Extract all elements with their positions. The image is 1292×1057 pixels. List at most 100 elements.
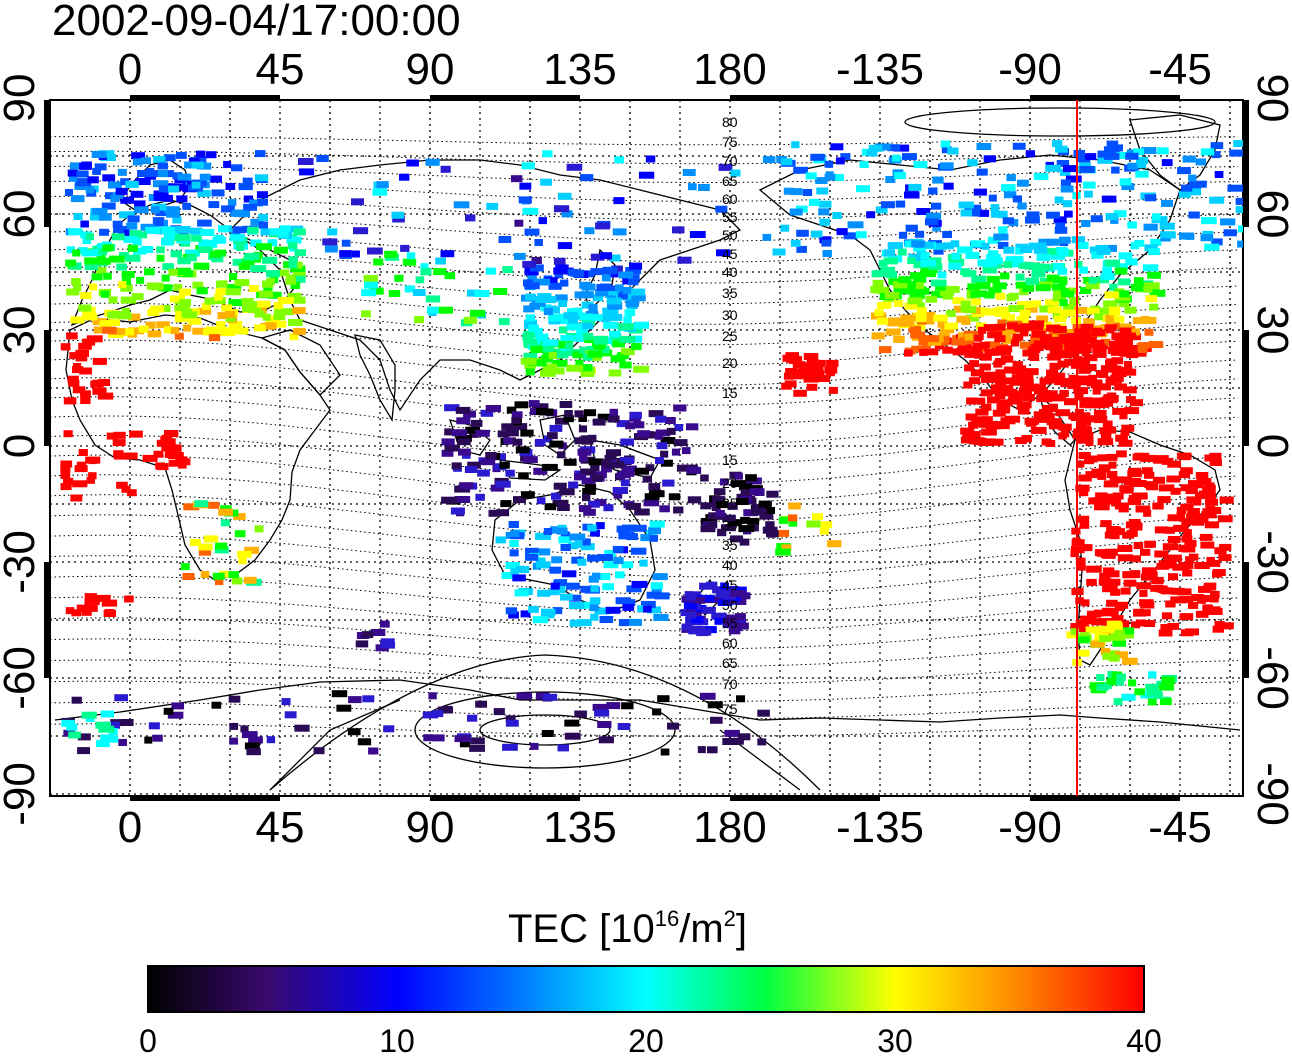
tec-cell bbox=[1181, 453, 1191, 461]
tec-cell bbox=[928, 187, 938, 195]
tec-cell bbox=[109, 255, 125, 263]
tec-cell bbox=[1116, 315, 1125, 323]
tec-cell bbox=[718, 163, 733, 171]
tec-cell bbox=[762, 156, 776, 164]
tec-cell bbox=[65, 607, 75, 615]
tec-cell bbox=[627, 599, 636, 607]
tec-cell bbox=[1125, 258, 1138, 266]
tec-cell bbox=[892, 154, 901, 162]
tec-cell bbox=[907, 281, 917, 289]
tec-cell bbox=[68, 731, 81, 739]
tec-cell bbox=[931, 290, 946, 298]
tec-cell bbox=[976, 416, 988, 424]
tec-cell bbox=[372, 188, 388, 196]
tec-cell bbox=[1121, 693, 1136, 701]
tec-cell bbox=[163, 326, 174, 334]
tec-cell bbox=[1145, 683, 1159, 691]
tec-cell bbox=[808, 198, 820, 206]
tec-cell bbox=[1130, 242, 1140, 250]
tec-cell bbox=[65, 189, 74, 196]
tec-cell bbox=[705, 520, 718, 528]
tec-cell bbox=[706, 581, 718, 589]
tec-cell bbox=[1024, 368, 1039, 376]
tec-cell bbox=[1086, 578, 1097, 586]
tec-cell bbox=[118, 281, 127, 288]
tec-cell bbox=[391, 211, 404, 219]
colorbar-tick-label: 20 bbox=[628, 1023, 664, 1057]
tec-cell bbox=[345, 250, 360, 258]
tec-cell bbox=[1022, 284, 1035, 292]
tec-cell bbox=[660, 459, 673, 467]
tec-cell bbox=[1235, 197, 1243, 205]
tec-cell bbox=[123, 229, 133, 237]
tec-cell bbox=[680, 609, 691, 617]
contour-line bbox=[50, 555, 1239, 596]
tec-cell bbox=[970, 420, 986, 428]
tec-cell bbox=[884, 292, 900, 299]
tec-cell bbox=[604, 290, 621, 298]
top-lon-label: -45 bbox=[1148, 45, 1212, 94]
tec-cell bbox=[557, 451, 566, 459]
tec-cell bbox=[294, 724, 310, 732]
tec-cell bbox=[1052, 284, 1066, 291]
tec-cell bbox=[564, 410, 573, 417]
tec-cell bbox=[220, 329, 236, 337]
tec-cell bbox=[1003, 261, 1013, 268]
tec-cell bbox=[163, 154, 176, 162]
tec-cell bbox=[60, 471, 71, 479]
tec-cell bbox=[120, 196, 134, 204]
tec-cell bbox=[607, 301, 622, 309]
tec-cell bbox=[1168, 573, 1179, 581]
tec-cell bbox=[157, 284, 173, 292]
tec-cell bbox=[1090, 215, 1103, 223]
tec-cell bbox=[161, 274, 170, 282]
contour-label: 65 bbox=[722, 655, 738, 671]
tec-cell bbox=[126, 452, 138, 460]
tec-cell bbox=[604, 550, 616, 557]
tec-cell bbox=[647, 496, 659, 504]
tec-cell bbox=[1050, 394, 1067, 402]
tec-cell bbox=[523, 456, 538, 464]
tec-cell bbox=[256, 243, 272, 251]
tec-cell bbox=[1124, 306, 1137, 314]
tec-cell bbox=[887, 144, 901, 152]
tec-cell bbox=[992, 307, 1007, 315]
tec-cell bbox=[485, 267, 497, 275]
tec-cell bbox=[115, 187, 128, 195]
tec-cell bbox=[511, 411, 523, 419]
tec-cell bbox=[1184, 539, 1197, 547]
tec-cell bbox=[735, 613, 746, 621]
contour-label: 15 bbox=[722, 452, 738, 468]
tec-cell bbox=[1010, 339, 1020, 347]
tec-cell bbox=[331, 690, 348, 698]
tec-cell bbox=[802, 189, 813, 196]
tec-cell bbox=[942, 346, 953, 354]
tec-cell bbox=[697, 746, 706, 754]
tec-cell bbox=[673, 439, 688, 447]
tec-cell bbox=[582, 332, 594, 340]
tec-cell bbox=[505, 719, 519, 727]
tec-cell bbox=[96, 740, 110, 748]
tec-cell bbox=[71, 278, 81, 285]
tec-cell bbox=[65, 259, 77, 267]
tec-cell bbox=[480, 409, 494, 417]
tec-cell bbox=[944, 322, 959, 330]
tec-cell bbox=[931, 202, 942, 210]
tec-cell bbox=[566, 163, 583, 171]
tec-cell bbox=[218, 508, 233, 516]
tec-cell bbox=[712, 496, 726, 504]
tec-cell bbox=[1217, 515, 1233, 523]
tec-cell bbox=[1000, 272, 1010, 280]
tec-cell bbox=[260, 228, 276, 236]
tec-cell bbox=[628, 278, 639, 286]
contour-line bbox=[50, 266, 1239, 305]
tec-cell bbox=[1020, 329, 1029, 337]
tec-cell bbox=[818, 208, 830, 216]
tec-cell bbox=[525, 358, 541, 365]
tec-cell bbox=[99, 213, 112, 221]
tec-cell bbox=[1047, 353, 1062, 361]
tec-cell bbox=[535, 408, 548, 415]
tec-cell bbox=[525, 547, 539, 555]
top-lon-label: -135 bbox=[836, 45, 924, 94]
tec-cell bbox=[1108, 426, 1117, 434]
